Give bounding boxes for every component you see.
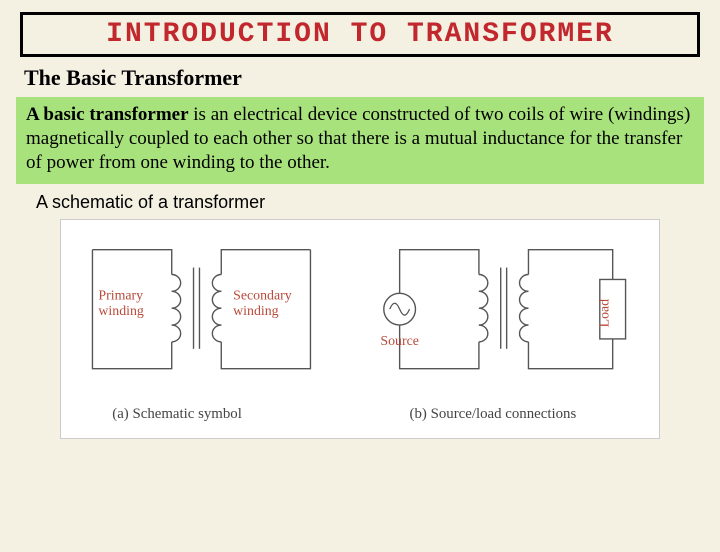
- schematic-diagram: Primary winding Secondary winding (a) Sc…: [60, 219, 660, 439]
- primary-label-1: Primary: [98, 289, 143, 304]
- page-title: INTRODUCTION TO TRANSFORMER: [23, 19, 697, 50]
- definition-box: A basic transformer is an electrical dev…: [16, 97, 704, 184]
- secondary-coil-b-icon: [520, 275, 529, 342]
- primary-label-2: winding: [98, 304, 143, 319]
- right-caption: (b) Source/load connections: [410, 406, 577, 422]
- subheading: The Basic Transformer: [24, 65, 696, 91]
- title-box: INTRODUCTION TO TRANSFORMER: [20, 12, 700, 57]
- source-label: Source: [380, 334, 419, 349]
- secondary-label-2: winding: [233, 304, 278, 319]
- secondary-coil-icon: [212, 275, 221, 342]
- schematic-svg: Primary winding Secondary winding (a) Sc…: [61, 220, 659, 438]
- schematic-symbol-left: Primary winding Secondary winding (a) Sc…: [92, 250, 310, 422]
- load-label: Load: [598, 299, 613, 328]
- secondary-label-1: Secondary: [233, 289, 292, 304]
- sine-icon: [390, 303, 410, 315]
- definition-bold: A basic transformer: [26, 104, 189, 125]
- left-caption: (a) Schematic symbol: [112, 406, 242, 422]
- primary-coil-icon: [172, 275, 181, 342]
- schematic-caption: A schematic of a transformer: [36, 192, 720, 213]
- primary-coil-b-icon: [479, 275, 488, 342]
- schematic-source-load: Load Source (b) Source/load connections: [380, 250, 625, 422]
